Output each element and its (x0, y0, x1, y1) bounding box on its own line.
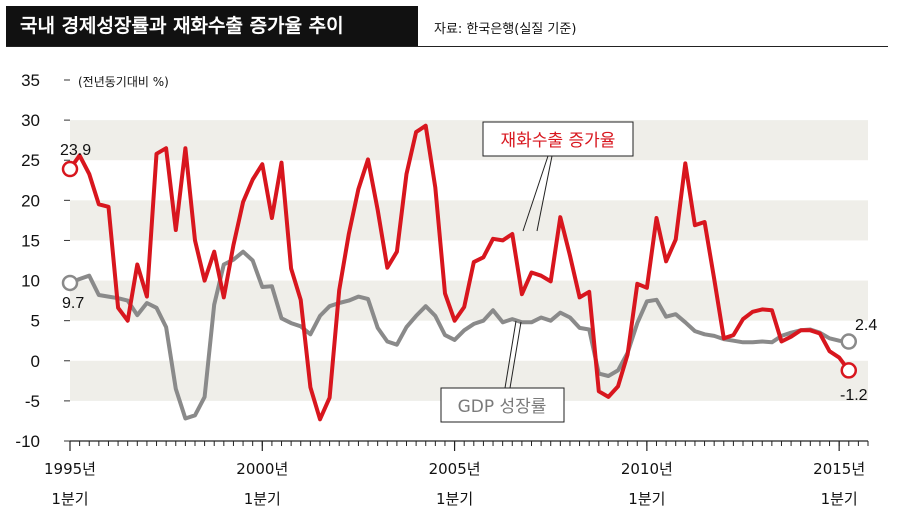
y-tick-label: 35 (21, 71, 40, 90)
export-end-marker (840, 362, 858, 379)
gdp-start-marker (61, 274, 79, 292)
x-tick-label: 1분기 (244, 490, 281, 508)
grid-band (70, 200, 868, 241)
y-tick-label: 5 (31, 312, 40, 331)
y-tick-label: 20 (21, 191, 40, 210)
gdp-callout-label: GDP 성장률 (458, 397, 547, 417)
series-lines (68, 123, 851, 422)
x-axis: 1995년 1분기 2000년 1분기 2005년 1분기 2010년 1분기 2015년 1분기 (44, 440, 869, 508)
y-tick-label: -5 (25, 392, 40, 411)
y-tick-label: 30 (21, 111, 40, 130)
gdp-leader-line (509, 321, 522, 389)
y-axis: 35 30 25 20 15 10 5 0 -5 -10 (전년동기대비 %) (15, 71, 168, 451)
y-tick-label: 15 (21, 231, 40, 250)
x-tick-label: 1분기 (436, 490, 473, 508)
gdp-leader-line (504, 320, 517, 389)
gdp-callout-box (440, 387, 565, 423)
x-tick-label: 1분기 (628, 490, 665, 508)
gdp-end-marker (840, 333, 858, 350)
gdp-series-line (68, 249, 851, 421)
x-tick-label: 1분기 (821, 490, 858, 508)
gdp-start-label: 9.7 (62, 295, 84, 312)
export-callout-label: 재화수출 증가율 (501, 131, 616, 151)
x-tick-label: 2010년 (621, 460, 673, 478)
export-series-line (68, 123, 851, 422)
x-tick-label: 1분기 (51, 490, 88, 508)
grid-band (70, 120, 868, 161)
y-tick-label: 25 (21, 151, 40, 170)
callouts: 23.9 9.7 2.4 -1.2 재화수출 증가율 GDP 성장률 (60, 121, 877, 423)
x-tick-label: 2000년 (236, 460, 288, 478)
x-tick-label: 2015년 (813, 460, 865, 478)
y-tick-label: 10 (21, 272, 40, 291)
export-callout-box (482, 121, 634, 157)
grid-bands (70, 120, 868, 401)
unit-label: (전년동기대비 %) (78, 75, 169, 89)
y-tick-label: -10 (15, 432, 40, 451)
x-tick-label: 1995년 (44, 460, 96, 478)
x-tick-label: 2005년 (429, 460, 481, 478)
export-start-marker (61, 160, 79, 178)
source-note: 자료: 한국은행(실질 기준) (434, 22, 577, 37)
chart-title: 국내 경제성장률과 재화수출 증가율 추이 (6, 6, 418, 46)
title-rule (6, 46, 888, 47)
export-leader-line (522, 155, 549, 232)
gdp-end-label: 2.4 (855, 317, 877, 334)
export-leader-line (536, 155, 553, 232)
export-start-label: 23.9 (60, 142, 91, 159)
y-tick-label: 0 (31, 352, 40, 371)
export-end-label: -1.2 (840, 387, 868, 404)
